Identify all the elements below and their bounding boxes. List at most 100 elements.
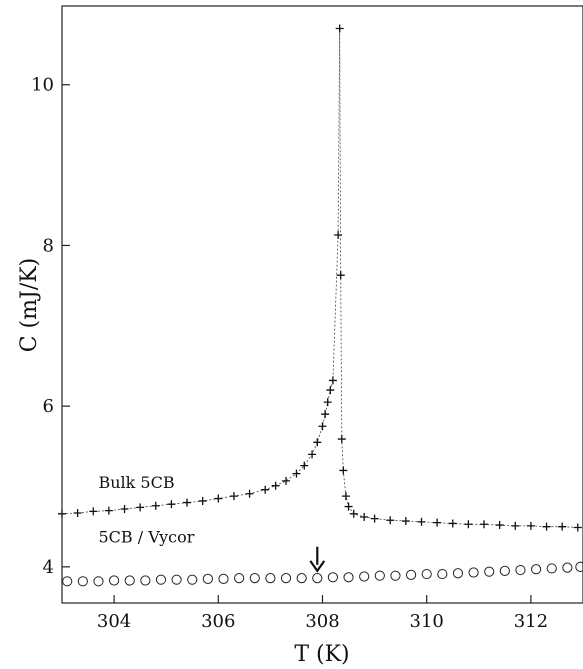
x-tick-label: 310 — [410, 611, 444, 632]
bulk-data-point — [526, 521, 535, 530]
bulk-data-point — [323, 398, 332, 407]
x-tick-label: 306 — [201, 611, 235, 632]
y-tick-label: 4 — [43, 557, 54, 578]
bulk-data-point — [89, 507, 98, 516]
bulk-data-point — [341, 492, 350, 501]
vycor-data-point — [390, 570, 401, 581]
vycor-data-point — [296, 572, 307, 584]
axes: 304 306 308 310 312 4 6 8 10 — [31, 75, 548, 632]
vycor-data-point — [531, 564, 542, 575]
plot-area — [58, 24, 583, 587]
arrow-head — [309, 560, 326, 573]
bulk-data-point — [328, 376, 337, 385]
bulk-data-point — [120, 504, 129, 513]
bulk-data-point — [326, 386, 335, 395]
bulk-data-point — [321, 410, 330, 419]
vycor-data-point — [124, 575, 135, 586]
bulk-data-point — [183, 498, 192, 507]
vycor-data-point — [546, 563, 557, 574]
vycor-data-point — [171, 574, 182, 585]
bulk-data-point — [417, 517, 426, 526]
vycor-data-point — [62, 576, 73, 587]
annotation-bulk-5cb: Bulk 5CB — [98, 473, 174, 492]
bulk-data-point — [337, 435, 346, 444]
bulk-data-point — [448, 519, 457, 528]
bulk-data-point — [511, 521, 520, 530]
bulk-data-point — [151, 501, 160, 510]
bulk-data-point — [480, 520, 489, 529]
bulk-data-point — [401, 517, 410, 526]
vycor-data-point — [202, 573, 213, 584]
bulk-data-point — [318, 422, 327, 431]
vycor-data-point — [77, 576, 88, 587]
bulk-data-point — [336, 271, 345, 280]
x-tick-label: 304 — [97, 611, 131, 632]
vycor-data-point — [575, 561, 583, 572]
vycor-data-point — [421, 568, 432, 580]
bulk-data-point — [167, 500, 176, 509]
x-axis-label: T (K) — [294, 642, 349, 667]
transition-arrow — [309, 546, 326, 573]
vycor-data-point — [499, 565, 510, 576]
bulk-data-point — [335, 24, 344, 33]
vycor-data-point — [140, 575, 151, 586]
bulk-data-point — [542, 522, 551, 531]
bulk-data-point — [104, 506, 113, 515]
bulk-data-point — [198, 496, 207, 505]
y-tick-label: 6 — [43, 396, 54, 417]
vycor-data-point — [468, 567, 479, 578]
vycor-data-point — [155, 574, 167, 585]
vycor-data-point — [312, 572, 323, 584]
y-tick-label: 8 — [43, 235, 54, 256]
vycor-data-point — [327, 572, 339, 583]
y-tick-label: 10 — [31, 75, 54, 96]
annotation-5cb-vycor: 5CB / Vycor — [98, 528, 194, 547]
bulk-data-point — [271, 481, 280, 490]
bulk-data-point — [370, 514, 379, 523]
bulk-data-point — [229, 492, 238, 501]
x-tick-label: 308 — [305, 611, 339, 632]
vycor-data-point — [374, 570, 385, 581]
bulk-data-point — [386, 516, 395, 525]
bulk-data-point — [73, 509, 82, 518]
vycor-data-point — [280, 572, 292, 584]
bulk-data-point — [261, 485, 270, 494]
y-axis-label: C (mJ/K) — [17, 258, 42, 353]
bulk-data-point — [282, 476, 291, 485]
bulk-data-point — [495, 521, 504, 530]
bulk-data-point — [433, 518, 442, 527]
x-tick-label: 312 — [514, 611, 548, 632]
bulk-data-point — [214, 494, 223, 503]
bulk-data-point — [308, 450, 317, 459]
bulk-data-point — [558, 522, 567, 531]
vycor-data-point — [249, 572, 260, 584]
vycor-data-point — [405, 569, 417, 580]
bulk-data-point — [292, 469, 301, 478]
vycor-data-point — [187, 574, 198, 585]
vycor-data-point — [93, 576, 104, 587]
vycor-data-point — [515, 564, 526, 576]
vycor-data-point — [452, 568, 464, 579]
vycor-data-point — [109, 575, 120, 586]
bulk-data-point — [573, 523, 582, 532]
vycor-data-point — [234, 572, 245, 584]
vycor-data-point — [265, 572, 276, 584]
bulk-data-point — [136, 503, 145, 512]
vycor-data-point — [562, 562, 573, 573]
vycor-data-point — [437, 568, 448, 580]
bulk-data-point — [339, 466, 348, 475]
vycor-data-point — [484, 566, 495, 577]
bulk-data-point — [245, 489, 254, 498]
bulk-data-point — [300, 461, 309, 470]
bulk-data-point — [313, 438, 322, 447]
vycor-data-point — [218, 573, 229, 584]
bulk-data-point — [344, 502, 353, 511]
bulk-data-point — [349, 509, 358, 518]
vycor-data-point — [359, 571, 370, 582]
bulk-data-point — [464, 520, 473, 529]
bulk-data-point — [334, 230, 343, 239]
vycor-data-point — [343, 572, 354, 583]
bulk-data-point — [360, 513, 369, 522]
